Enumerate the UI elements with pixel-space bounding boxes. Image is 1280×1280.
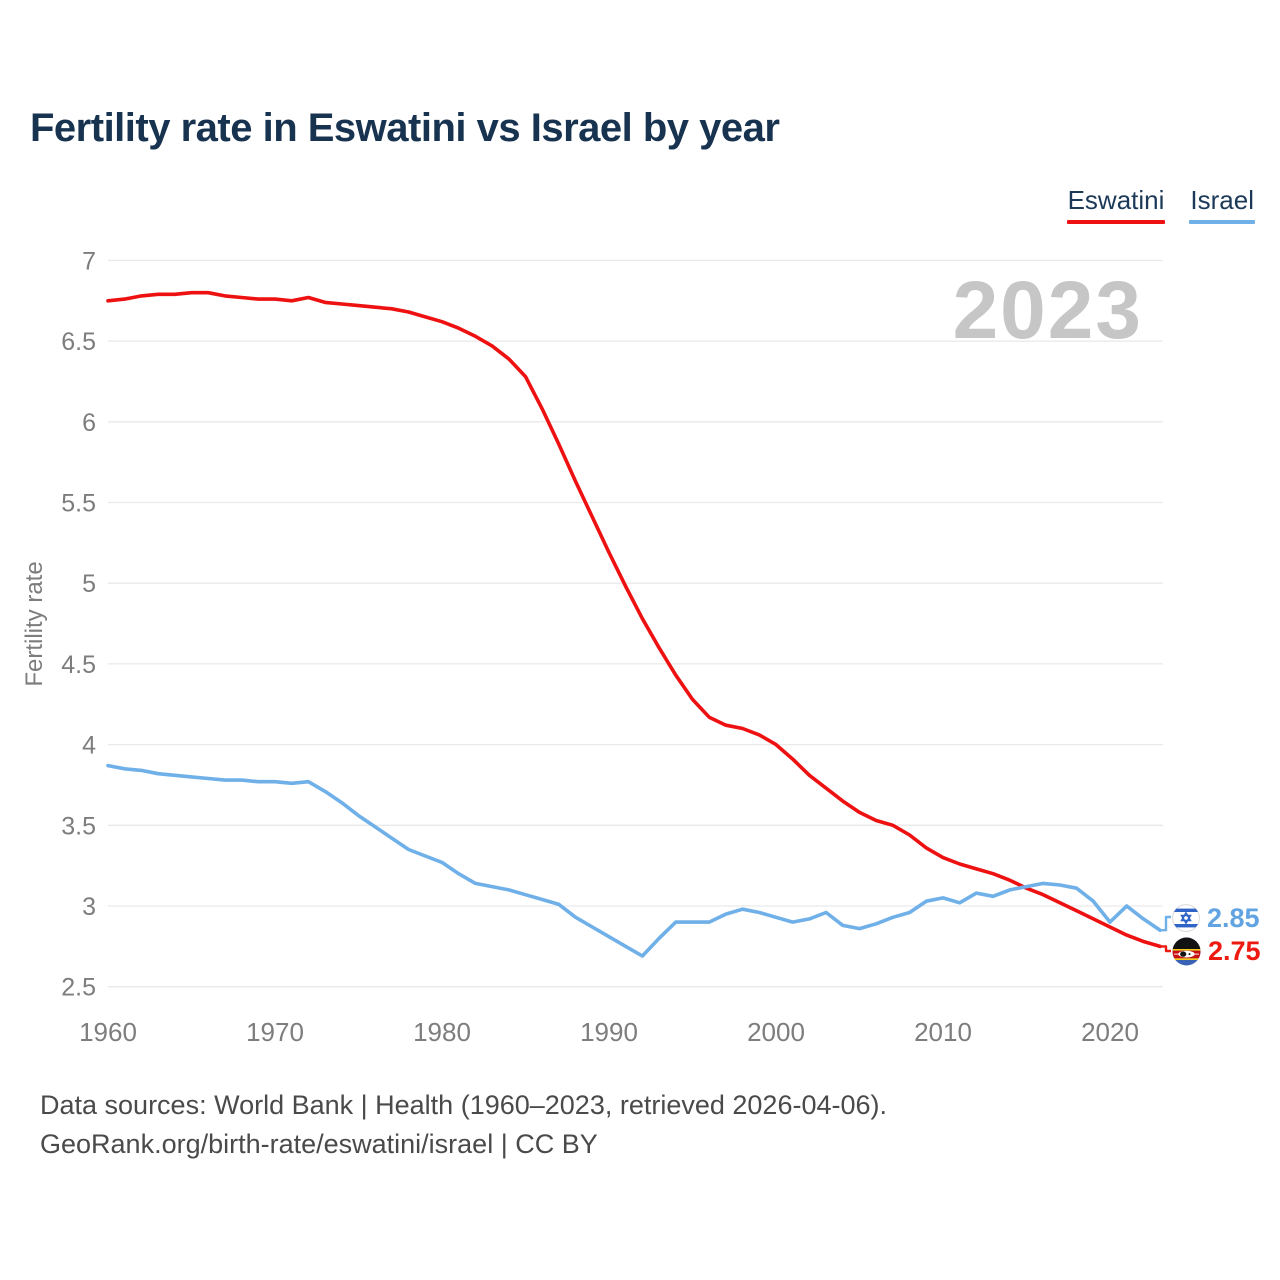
legend-label-eswatini: Eswatini (1067, 185, 1165, 215)
x-axis-tick-labels: 1960 1970 1980 1990 2000 2010 2020 (79, 1017, 1139, 1047)
y-tick-7: 7 (82, 247, 96, 275)
y-tick-5.5: 5.5 (61, 490, 96, 518)
legend-swatch-israel (1189, 220, 1255, 224)
legend-swatch-eswatini (1066, 220, 1166, 224)
y-tick-3: 3 (82, 893, 96, 921)
source-line: Data sources: World Bank | Health (1960–… (40, 1090, 887, 1120)
y-tick-4.5: 4.5 (61, 651, 96, 679)
chart-title: Fertility rate in Eswatini vs Israel by … (30, 106, 780, 150)
y-tick-3.5: 3.5 (61, 812, 96, 840)
year-watermark: 2023 (952, 265, 1143, 356)
eswatini-end-label: 2.75 (1172, 936, 1261, 966)
x-tick-2020: 2020 (1081, 1017, 1139, 1047)
eswatini-end-value: 2.75 (1208, 936, 1261, 966)
y-tick-5: 5 (82, 570, 96, 598)
x-tick-1980: 1980 (413, 1017, 471, 1047)
eswatini-line[interactable] (106, 290, 1162, 949)
israel-end-value: 2.85 (1207, 903, 1260, 933)
y-axis-title: Fertility rate (21, 561, 48, 686)
y-tick-4: 4 (82, 732, 96, 760)
source-footer: Data sources: World Bank | Health (1960–… (40, 1086, 887, 1164)
israel-line[interactable] (106, 763, 1162, 958)
legend: Eswatini Israel (1066, 185, 1255, 224)
x-tick-1990: 1990 (580, 1017, 638, 1047)
x-tick-1970: 1970 (246, 1017, 304, 1047)
y-tick-2.5: 2.5 (61, 974, 96, 1002)
y-axis-tick-labels: 7 6.5 6 5.5 5 4.5 4 3.5 3 2.5 (61, 247, 96, 1001)
legend-item-israel[interactable]: Israel (1189, 185, 1255, 224)
eswatini-connector (1160, 945, 1171, 953)
y-tick-6.5: 6.5 (61, 328, 96, 356)
israel-end-label: 2.85 (1172, 903, 1260, 933)
y-tick-6: 6 (82, 409, 96, 437)
legend-label-israel: Israel (1190, 185, 1254, 215)
eswatini-flag-icon (1172, 937, 1201, 965)
attribution-line: GeoRank.org/birth-rate/eswatini/israel |… (40, 1129, 598, 1159)
x-tick-2010: 2010 (914, 1017, 972, 1047)
x-tick-2000: 2000 (747, 1017, 805, 1047)
israel-connector (1160, 915, 1171, 932)
y-gridlines (108, 259, 1163, 988)
legend-item-eswatini[interactable]: Eswatini (1066, 185, 1166, 224)
x-tick-1960: 1960 (79, 1017, 137, 1047)
israel-flag-icon (1172, 904, 1200, 932)
